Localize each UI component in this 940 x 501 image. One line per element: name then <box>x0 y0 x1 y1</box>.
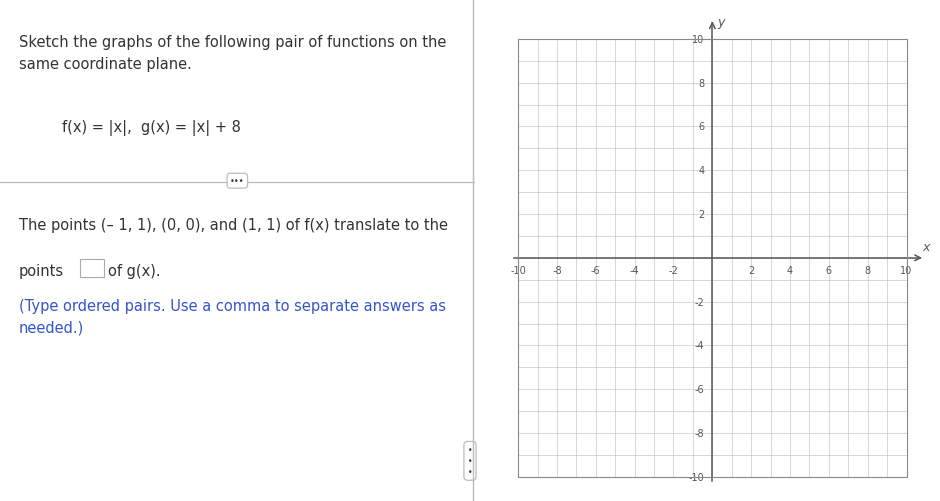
Text: x: x <box>922 241 930 254</box>
Text: 10: 10 <box>901 266 913 276</box>
Text: of g(x).: of g(x). <box>108 263 161 278</box>
Text: (Type ordered pairs. Use a comma to separate answers as
needed.): (Type ordered pairs. Use a comma to sepa… <box>19 298 446 335</box>
Text: -10: -10 <box>689 472 705 482</box>
Text: •
•
•: • • • <box>468 445 472 476</box>
Text: 10: 10 <box>693 35 705 45</box>
Text: -10: -10 <box>510 266 526 276</box>
Text: 2: 2 <box>748 266 754 276</box>
Text: The points (– 1, 1), (0, 0), and (1, 1) of f(x) translate to the: The points (– 1, 1), (0, 0), and (1, 1) … <box>19 218 448 233</box>
Text: 4: 4 <box>698 166 705 176</box>
Text: -4: -4 <box>695 341 705 351</box>
Text: -8: -8 <box>695 428 705 438</box>
Text: -8: -8 <box>552 266 562 276</box>
Text: -6: -6 <box>695 384 705 394</box>
Text: 6: 6 <box>826 266 832 276</box>
Text: points: points <box>19 263 64 278</box>
Text: 4: 4 <box>787 266 793 276</box>
Text: -2: -2 <box>668 266 679 276</box>
Text: 6: 6 <box>698 122 705 132</box>
Text: y: y <box>717 16 725 29</box>
Text: 2: 2 <box>698 209 705 219</box>
Text: -6: -6 <box>591 266 601 276</box>
Text: Sketch the graphs of the following pair of functions on the
same coordinate plan: Sketch the graphs of the following pair … <box>19 35 446 72</box>
Text: 8: 8 <box>698 79 705 88</box>
FancyBboxPatch shape <box>80 259 104 277</box>
Text: -4: -4 <box>630 266 639 276</box>
Text: -2: -2 <box>695 297 705 307</box>
Text: 8: 8 <box>865 266 870 276</box>
Text: •••: ••• <box>230 177 244 186</box>
Text: f(x) = |x|,  g(x) = |x| + 8: f(x) = |x|, g(x) = |x| + 8 <box>62 120 241 136</box>
